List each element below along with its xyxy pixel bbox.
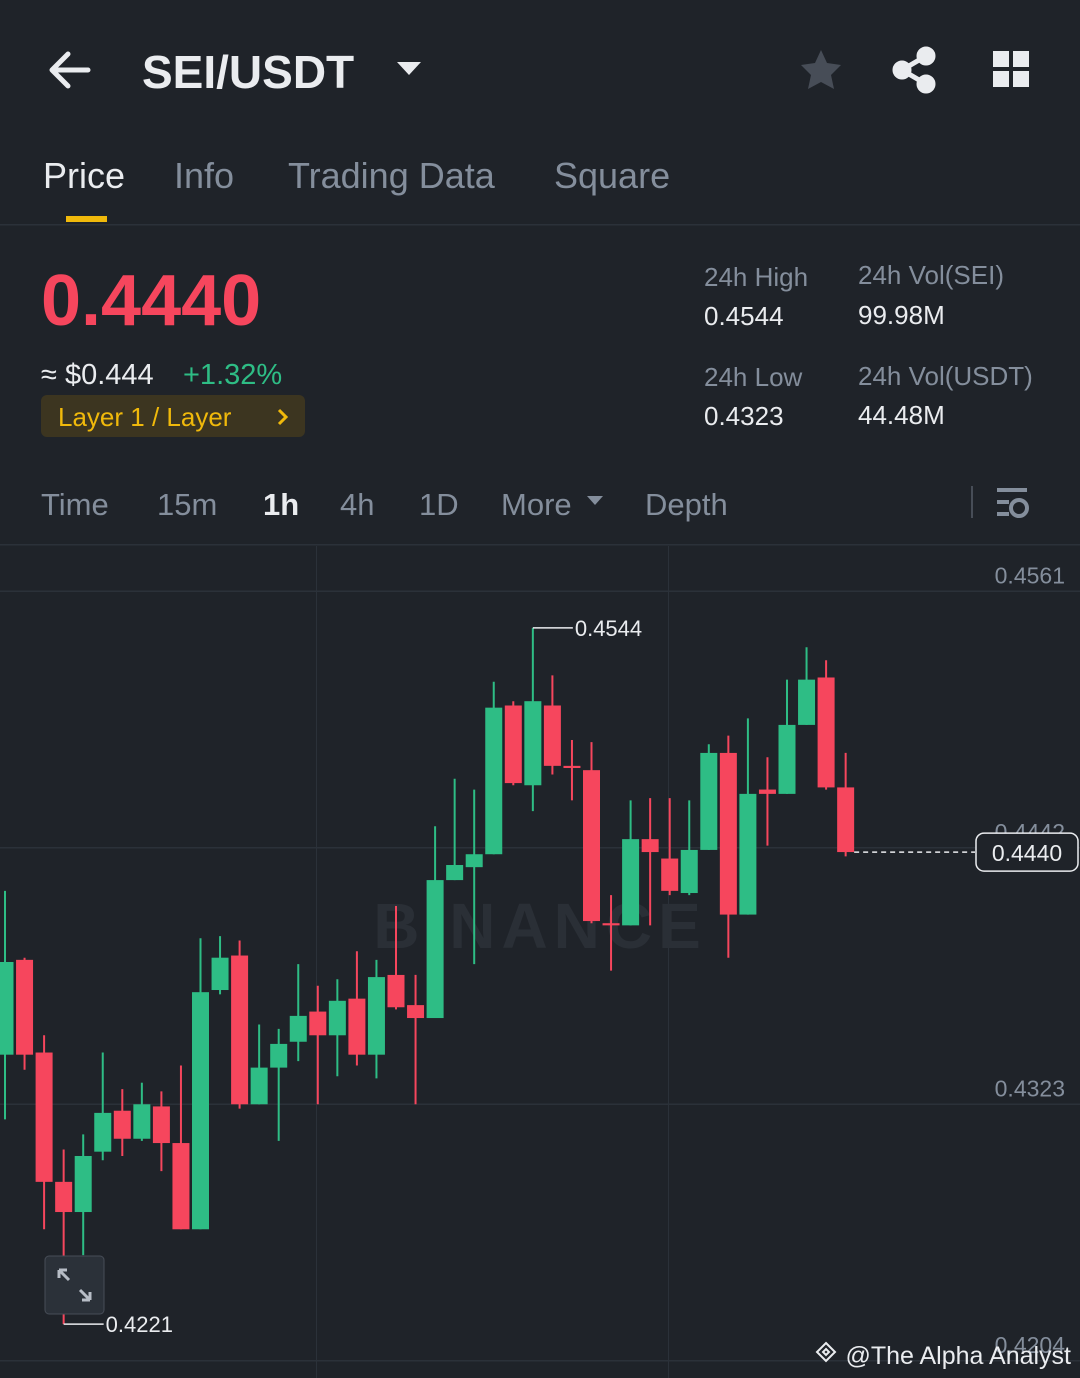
tab[interactable]: Square xyxy=(554,155,670,196)
candle-body xyxy=(94,1112,112,1152)
candle-body xyxy=(641,839,659,853)
watermark: BINANCE xyxy=(373,890,707,962)
v-grid-line xyxy=(316,546,317,1378)
pair-title[interactable]: SEI/USDT xyxy=(142,46,354,98)
candle-body xyxy=(446,865,464,881)
divider xyxy=(0,224,1080,226)
stat-value: 0.4544 xyxy=(704,301,784,331)
expand-button[interactable] xyxy=(44,1255,105,1315)
candle-body xyxy=(387,974,405,1008)
candle-body xyxy=(348,998,366,1055)
stat-label: 24h High xyxy=(704,262,808,292)
interval[interactable]: 15m xyxy=(157,487,217,522)
current-price-label: 0.4440 xyxy=(992,840,1062,866)
share-button[interactable] xyxy=(892,46,936,94)
candle-body xyxy=(798,679,816,725)
candle-body xyxy=(680,849,698,894)
candle-body xyxy=(543,705,561,766)
v-grid-line xyxy=(668,546,669,1378)
candle-body xyxy=(407,1005,425,1019)
menu-grid[interactable] xyxy=(993,51,1029,87)
pair-dropdown[interactable] xyxy=(397,62,421,75)
chevron xyxy=(277,408,289,426)
candle-body xyxy=(74,1155,92,1213)
divider xyxy=(971,486,973,518)
candle-body xyxy=(367,977,385,1055)
interval[interactable]: 4h xyxy=(340,487,374,522)
stat-value: 99.98M xyxy=(858,300,945,330)
credit-icon xyxy=(815,1341,837,1363)
candle-body xyxy=(192,992,209,1230)
candle-body xyxy=(485,707,503,855)
interval[interactable]: Depth xyxy=(645,487,728,522)
candle-body xyxy=(817,677,835,788)
candle-body xyxy=(16,959,34,1055)
candle-body xyxy=(328,1000,346,1036)
candle-body xyxy=(778,724,796,794)
last-price: 0.4440 xyxy=(41,261,261,341)
candle-body xyxy=(524,701,542,786)
tab[interactable]: Trading Data xyxy=(288,155,496,196)
candle-body xyxy=(426,880,444,1019)
candle-body xyxy=(504,705,522,784)
candle-body xyxy=(133,1104,151,1139)
interval[interactable]: 1D xyxy=(419,487,459,522)
candle-body xyxy=(0,962,14,1055)
low-label: 0.4221 xyxy=(106,1312,173,1337)
candle-body xyxy=(719,752,737,915)
candle-body xyxy=(270,1043,288,1068)
candle-body xyxy=(113,1110,131,1139)
chart-settings[interactable] xyxy=(997,488,1029,518)
candle-body xyxy=(583,770,600,922)
credit: @The Alpha Analyst xyxy=(845,1342,1071,1370)
candle-body xyxy=(55,1181,73,1213)
tab-indicator xyxy=(66,216,107,222)
candle-body xyxy=(35,1052,53,1182)
usd-price: ≈ $0.444 xyxy=(41,359,154,391)
interval[interactable]: More xyxy=(501,487,572,522)
candle-body xyxy=(465,854,483,868)
stat-value: 44.48M xyxy=(858,400,945,430)
candle-body xyxy=(289,1015,307,1042)
interval[interactable]: 1h xyxy=(263,487,299,522)
stat-label: 24h Vol(USDT) xyxy=(858,361,1033,391)
more-dropdown[interactable] xyxy=(587,496,603,505)
candle-body xyxy=(661,858,679,891)
tag-text[interactable]: Layer 1 / Layer xyxy=(58,402,232,432)
candle-body xyxy=(622,839,640,926)
candle-body xyxy=(231,955,249,1105)
candle-body xyxy=(602,923,620,926)
high-label: 0.4544 xyxy=(575,616,642,641)
candle-body xyxy=(700,752,718,850)
tab[interactable]: Info xyxy=(174,155,234,196)
stat-label: 24h Low xyxy=(704,362,803,392)
interval[interactable]: Time xyxy=(41,487,109,522)
candle-body xyxy=(758,789,776,794)
candle-body xyxy=(739,793,757,915)
price-change: +1.32% xyxy=(183,359,282,391)
favorite-star[interactable] xyxy=(801,50,841,89)
y-tick-label: 0.4561 xyxy=(995,562,1065,588)
candlestick-chart: BINANCE 0.45610.44420.43230.42040.45440.… xyxy=(0,546,1080,1378)
current-price-box xyxy=(975,832,1079,872)
tag-chip[interactable] xyxy=(41,395,305,437)
candle-body xyxy=(563,765,581,769)
divider xyxy=(0,544,1080,546)
back-button[interactable] xyxy=(49,51,91,89)
stat-value: 0.4323 xyxy=(704,401,784,431)
candle-body xyxy=(837,787,855,853)
stat-label: 24h Vol(SEI) xyxy=(858,260,1004,290)
candle-body xyxy=(152,1106,170,1144)
candle-body xyxy=(250,1067,268,1105)
candle-body xyxy=(211,957,229,991)
candle-body xyxy=(309,1011,327,1036)
y-tick-label: 0.4323 xyxy=(995,1075,1065,1101)
y-tick-label: 0.4204 xyxy=(995,1332,1066,1358)
tab[interactable]: Price xyxy=(43,155,125,196)
candle-body xyxy=(172,1143,190,1230)
